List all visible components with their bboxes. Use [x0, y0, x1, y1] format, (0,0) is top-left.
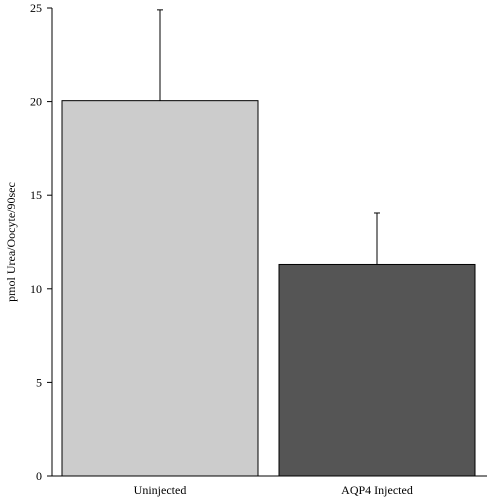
y-ticks: 0 5 10 15 20 25 — [30, 1, 52, 483]
bars — [61, 100, 476, 477]
y-tick-label: 25 — [30, 1, 42, 15]
bar-aqp4-injected — [278, 263, 476, 477]
x-category-label: AQP4 Injected — [341, 483, 413, 497]
y-tick-label: 0 — [36, 469, 42, 483]
x-category-label: Uninjected — [134, 483, 187, 497]
y-tick-label: 20 — [30, 95, 42, 109]
y-axis-title: pmol Urea/Oocyte/90sec — [4, 182, 18, 302]
x-category-labels: Uninjected AQP4 Injected — [134, 483, 413, 497]
y-tick-label: 10 — [30, 282, 42, 296]
y-tick-label: 5 — [36, 375, 42, 389]
bar-uninjected — [61, 100, 259, 477]
error-bars — [157, 9, 380, 265]
y-tick-label: 15 — [30, 188, 42, 202]
